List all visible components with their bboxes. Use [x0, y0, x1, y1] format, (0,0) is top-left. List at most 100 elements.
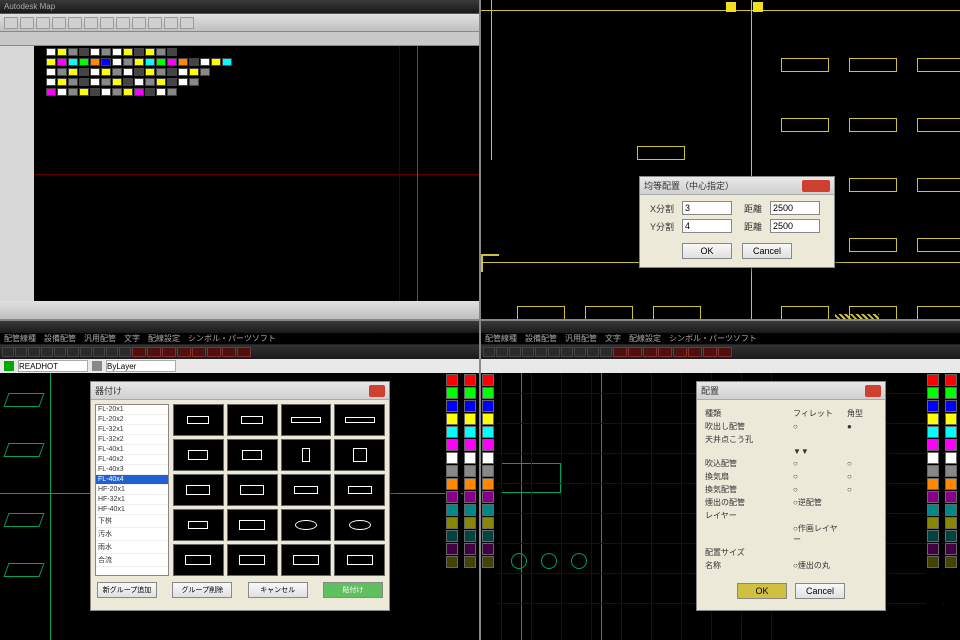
tool-button[interactable]	[574, 347, 586, 357]
option-value[interactable]: 角型	[847, 408, 877, 419]
preview-cell[interactable]	[281, 544, 332, 576]
color-swatch[interactable]	[446, 556, 458, 568]
toolbar-button[interactable]	[36, 17, 50, 29]
tl-canvas[interactable]	[34, 46, 479, 301]
fixture-rect[interactable]	[917, 178, 960, 192]
color-swatch[interactable]	[482, 426, 494, 438]
fixture-rect[interactable]	[781, 58, 829, 72]
color-swatch[interactable]	[927, 452, 939, 464]
color-swatch[interactable]	[464, 504, 476, 516]
list-item[interactable]: FL-20x2	[96, 415, 168, 425]
tool-button[interactable]	[237, 347, 251, 357]
list-item[interactable]: FL-32x1	[96, 425, 168, 435]
color-swatch[interactable]	[446, 478, 458, 490]
tool-button[interactable]	[67, 347, 79, 357]
menu-item[interactable]: 配線設定	[629, 333, 661, 344]
color-swatch[interactable]	[446, 517, 458, 529]
color-swatch[interactable]	[446, 387, 458, 399]
tool-button[interactable]	[119, 347, 131, 357]
tool-button[interactable]	[106, 347, 118, 357]
menu-item[interactable]: 配管線種	[4, 333, 36, 344]
option-value[interactable]: ○煙出の丸	[793, 560, 843, 571]
color-swatch[interactable]	[446, 543, 458, 555]
fixture-rect[interactable]	[517, 306, 565, 319]
color-swatch[interactable]	[927, 478, 939, 490]
fixture-rect[interactable]	[781, 118, 829, 132]
preview-cell[interactable]	[173, 509, 224, 541]
tool-button[interactable]	[561, 347, 573, 357]
list-item[interactable]: FL-32x2	[96, 435, 168, 445]
preview-cell[interactable]	[227, 509, 278, 541]
tool-button[interactable]	[132, 347, 146, 357]
color-swatch[interactable]	[482, 530, 494, 542]
color-swatch[interactable]	[464, 556, 476, 568]
color-swatch[interactable]	[927, 387, 939, 399]
preview-cell[interactable]	[227, 439, 278, 471]
color-swatch[interactable]	[464, 465, 476, 477]
list-item[interactable]: 合流	[96, 554, 168, 567]
color-swatch[interactable]	[446, 530, 458, 542]
color-swatch[interactable]	[464, 478, 476, 490]
list-item[interactable]: 雨水	[96, 541, 168, 554]
color-swatch[interactable]	[446, 439, 458, 451]
menu-item[interactable]: 設備配管	[44, 333, 76, 344]
color-swatch[interactable]	[945, 452, 957, 464]
color-swatch[interactable]	[446, 491, 458, 503]
menu-item[interactable]: 設備配管	[525, 333, 557, 344]
option-value[interactable]: ●	[847, 422, 877, 431]
color-swatch[interactable]	[927, 400, 939, 412]
option-value[interactable]: ○逆配管	[793, 497, 843, 508]
tool-button[interactable]	[613, 347, 627, 357]
color-swatch[interactable]	[482, 478, 494, 490]
color-swatch[interactable]	[464, 491, 476, 503]
distance-input[interactable]	[770, 219, 820, 233]
option-value[interactable]: ○	[793, 459, 843, 468]
menu-item[interactable]: 汎用配管	[565, 333, 597, 344]
tool-button[interactable]	[15, 347, 27, 357]
color-swatch[interactable]	[927, 413, 939, 425]
tool-button[interactable]	[177, 347, 191, 357]
tool-button[interactable]	[207, 347, 221, 357]
menu-item[interactable]: 汎用配管	[84, 333, 116, 344]
option-value[interactable]: ○	[847, 485, 877, 494]
ok-button[interactable]: OK	[682, 243, 732, 259]
option-value[interactable]: ○	[793, 422, 843, 431]
fixture-rect[interactable]	[849, 306, 897, 319]
option-value[interactable]: ○作画レイヤー	[793, 523, 843, 545]
list-item[interactable]: FL-40x4	[96, 475, 168, 485]
tool-button[interactable]	[54, 347, 66, 357]
fixture-rect[interactable]	[849, 58, 897, 72]
fixture-rect[interactable]	[637, 146, 685, 160]
tool-button[interactable]	[600, 347, 612, 357]
preview-cell[interactable]	[334, 509, 385, 541]
color-swatch[interactable]	[482, 556, 494, 568]
preview-cell[interactable]	[334, 544, 385, 576]
fixture-rect[interactable]	[917, 58, 960, 72]
toolbar-button[interactable]	[180, 17, 194, 29]
color-swatch[interactable]	[927, 426, 939, 438]
preview-cell[interactable]	[173, 404, 224, 436]
color-swatch[interactable]	[446, 465, 458, 477]
color-swatch[interactable]	[464, 374, 476, 386]
list-item[interactable]: FL-40x1	[96, 445, 168, 455]
color-swatch[interactable]	[927, 374, 939, 386]
close-icon[interactable]	[865, 385, 881, 397]
fixture-rect[interactable]	[849, 238, 897, 252]
toolbar-button[interactable]	[100, 17, 114, 29]
color-swatch[interactable]	[927, 439, 939, 451]
color-swatch[interactable]	[927, 530, 939, 542]
color-swatch[interactable]	[482, 387, 494, 399]
linetype-input[interactable]	[106, 360, 176, 372]
color-swatch[interactable]	[945, 556, 957, 568]
list-item[interactable]: 汚水	[96, 528, 168, 541]
list-item[interactable]: FL-20x1	[96, 405, 168, 415]
tool-button[interactable]	[535, 347, 547, 357]
symbol-list[interactable]: FL-20x1FL-20x2FL-32x1FL-32x2FL-40x1 FL-40…	[95, 404, 169, 576]
fixture-rect[interactable]	[585, 306, 633, 319]
layer-input[interactable]	[18, 360, 88, 372]
color-swatch[interactable]	[464, 439, 476, 451]
preview-cell[interactable]	[334, 439, 385, 471]
color-swatch[interactable]	[945, 439, 957, 451]
menu-item[interactable]: シンボル・パーツソフト	[188, 333, 276, 344]
preview-cell[interactable]	[173, 439, 224, 471]
